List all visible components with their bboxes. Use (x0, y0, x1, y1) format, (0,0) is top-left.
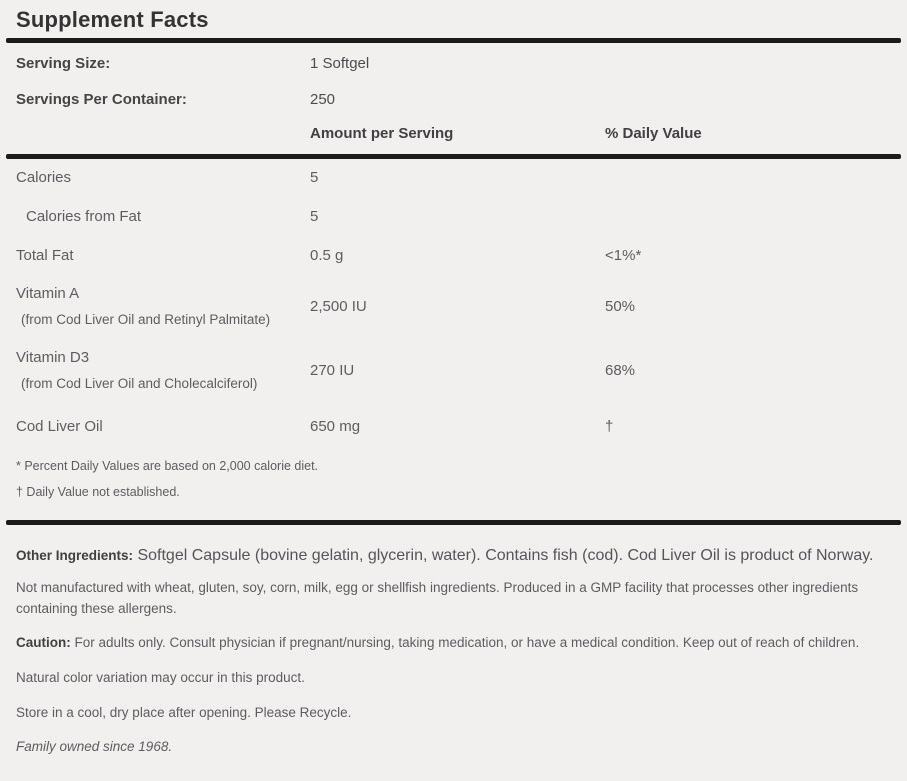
nutrient-amount: 5 (310, 169, 319, 186)
servings-per-container-value: 250 (310, 91, 336, 108)
nutrient-dv: † (605, 418, 614, 435)
servings-per-container-label: Servings Per Container: (16, 91, 187, 108)
nutrient-row-calories: Calories 5 (0, 169, 907, 187)
divider-header (6, 154, 901, 159)
nutrient-row-vitamin-d3: Vitamin D3 (from Cod Liver Oil and Chole… (0, 349, 907, 393)
family-owned-tagline: Family owned since 1968. (16, 739, 173, 754)
servings-per-container-row: Servings Per Container: 250 (0, 91, 907, 109)
nutrient-name: Total Fat (16, 247, 74, 264)
nutrient-amount: 0.5 g (310, 247, 344, 264)
allergen-note: Not manufactured with wheat, gluten, soy… (16, 580, 859, 616)
nutrient-label-block: Vitamin A (from Cod Liver Oil and Retiny… (16, 285, 310, 329)
nutrient-row-vitamin-a: Vitamin A (from Cod Liver Oil and Retiny… (0, 285, 907, 329)
nutrient-subtext: (from Cod Liver Oil and Retinyl Palmitat… (21, 312, 271, 327)
nutrient-name: Cod Liver Oil (16, 418, 103, 435)
other-ingredients-label: Other Ingredients: (16, 548, 134, 563)
caution-paragraph: Caution: For adults only. Consult physic… (16, 632, 891, 653)
dagger-footnote: † Daily Value not established. (16, 485, 180, 499)
caution-text: For adults only. Consult physician if pr… (70, 635, 860, 650)
nutrient-name: Vitamin D3 (16, 349, 90, 366)
color-variation-note: Natural color variation may occur in thi… (16, 670, 305, 685)
other-ingredients-paragraph: Other Ingredients: Softgel Capsule (bovi… (16, 543, 891, 569)
nutrient-dv: <1%* (605, 247, 642, 264)
nutrient-name: Calories from Fat (26, 208, 142, 225)
daily-value-column-header: % Daily Value (605, 125, 702, 142)
nutrient-label-block: Vitamin D3 (from Cod Liver Oil and Chole… (16, 349, 310, 393)
nutrient-dv: 68% (605, 362, 636, 379)
nutrient-amount: 650 mg (310, 418, 361, 435)
serving-size-label: Serving Size: (16, 55, 111, 72)
nutrient-row-total-fat: Total Fat 0.5 g <1%* (0, 247, 907, 265)
nutrient-row-calories-from-fat: Calories from Fat 5 (0, 208, 907, 226)
nutrient-amount: 2,500 IU (310, 298, 367, 315)
nutrient-dv: 50% (605, 298, 636, 315)
nutrient-subtext: (from Cod Liver Oil and Cholecalciferol) (21, 376, 258, 391)
serving-size-value: 1 Softgel (310, 55, 370, 72)
nutrient-row-cod-liver-oil: Cod Liver Oil 650 mg † (0, 418, 907, 436)
nutrient-name: Vitamin A (16, 285, 80, 302)
divider-bottom (6, 520, 901, 525)
serving-size-row: Serving Size: 1 Softgel (0, 55, 907, 73)
nutrient-name: Calories (16, 169, 72, 186)
nutrient-amount: 270 IU (310, 362, 355, 379)
storage-note: Store in a cool, dry place after opening… (16, 705, 352, 720)
other-ingredients-text: Softgel Capsule (bovine gelatin, glyceri… (133, 547, 874, 564)
daily-value-footnote: * Percent Daily Values are based on 2,00… (16, 459, 319, 473)
nutrient-amount: 5 (310, 208, 319, 225)
divider-top (6, 38, 901, 43)
panel-title: Supplement Facts (16, 7, 209, 32)
table-header-row: Amount per Serving % Daily Value (0, 125, 907, 143)
amount-column-header: Amount per Serving (310, 125, 454, 142)
caution-label: Caution: (16, 635, 71, 650)
